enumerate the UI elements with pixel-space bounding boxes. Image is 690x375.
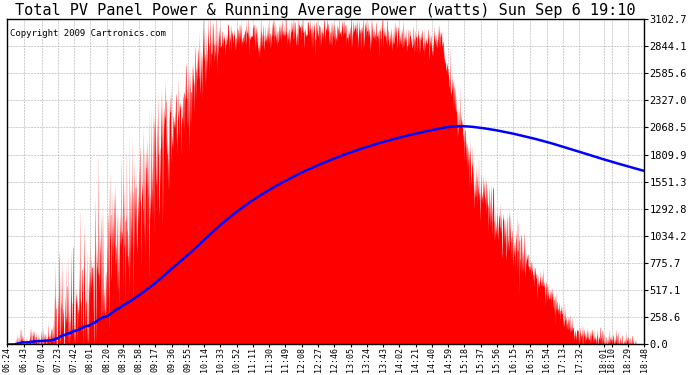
- Text: Copyright 2009 Cartronics.com: Copyright 2009 Cartronics.com: [10, 29, 166, 38]
- Title: Total PV Panel Power & Running Average Power (watts) Sun Sep 6 19:10: Total PV Panel Power & Running Average P…: [15, 3, 636, 18]
